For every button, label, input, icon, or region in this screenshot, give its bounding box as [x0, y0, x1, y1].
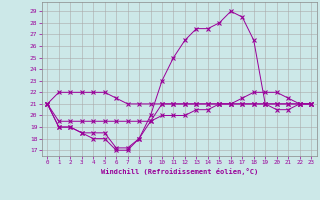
X-axis label: Windchill (Refroidissement éolien,°C): Windchill (Refroidissement éolien,°C)	[100, 168, 258, 175]
